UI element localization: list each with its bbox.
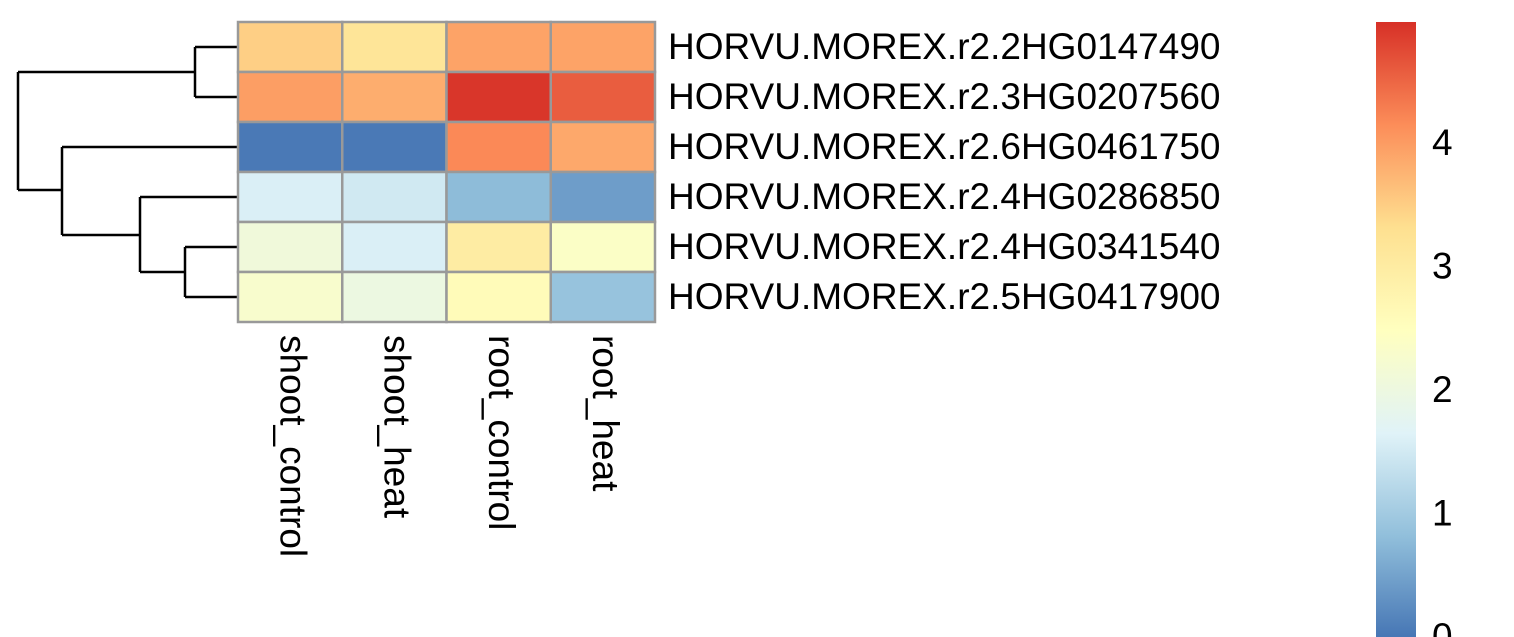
heatmap-cell <box>341 70 448 124</box>
row-label: HORVU.MOREX.r2.4HG0341540 <box>668 226 1221 267</box>
color-bar-label: 1 <box>1432 492 1453 533</box>
row-label: HORVU.MOREX.r2.5HG0417900 <box>668 276 1221 317</box>
heatmap-cell <box>549 20 657 74</box>
heatmap-cell <box>549 170 657 224</box>
row-label: HORVU.MOREX.r2.2HG0147490 <box>668 26 1221 67</box>
heatmap-cell <box>445 70 552 124</box>
heatmap-cell <box>236 20 344 74</box>
color-bar-label: 4 <box>1432 122 1453 163</box>
heatmap-cell <box>341 20 448 74</box>
heatmap-cell <box>549 220 657 274</box>
heatmap-cell <box>341 170 448 224</box>
row-label: HORVU.MOREX.r2.6HG0461750 <box>668 126 1221 167</box>
column-label: shoot_heat <box>377 335 418 519</box>
column-label: root_heat <box>585 335 626 492</box>
heatmap-cell <box>445 270 552 324</box>
heatmap-cell <box>236 70 344 124</box>
heatmap-cell <box>445 120 552 174</box>
column-label: shoot_control <box>272 335 313 557</box>
row-dendrogram <box>16 45 238 299</box>
heatmap-cell <box>445 20 552 74</box>
row-label: HORVU.MOREX.r2.4HG0286850 <box>668 176 1221 217</box>
heatmap-cell <box>445 220 552 274</box>
heatmap-cell <box>549 270 657 324</box>
color-bar-label: 3 <box>1432 246 1453 287</box>
heatmap-cell <box>549 120 657 174</box>
heatmap-cell <box>236 170 344 224</box>
color-bar-label: 0 <box>1432 616 1453 637</box>
heatmap-cell <box>236 220 344 274</box>
heatmap-cell <box>236 270 344 324</box>
heatmap-cell <box>236 120 344 174</box>
color-bar-label: 2 <box>1432 369 1453 410</box>
heatmap-cell <box>341 270 448 324</box>
heatmap-cell <box>341 120 448 174</box>
color-bar <box>1376 22 1416 637</box>
row-label: HORVU.MOREX.r2.3HG0207560 <box>668 76 1221 117</box>
column-label: root_control <box>481 335 522 530</box>
heatmap-cell <box>445 170 552 224</box>
heatmap-cell <box>549 70 657 124</box>
heatmap-cell <box>341 220 448 274</box>
